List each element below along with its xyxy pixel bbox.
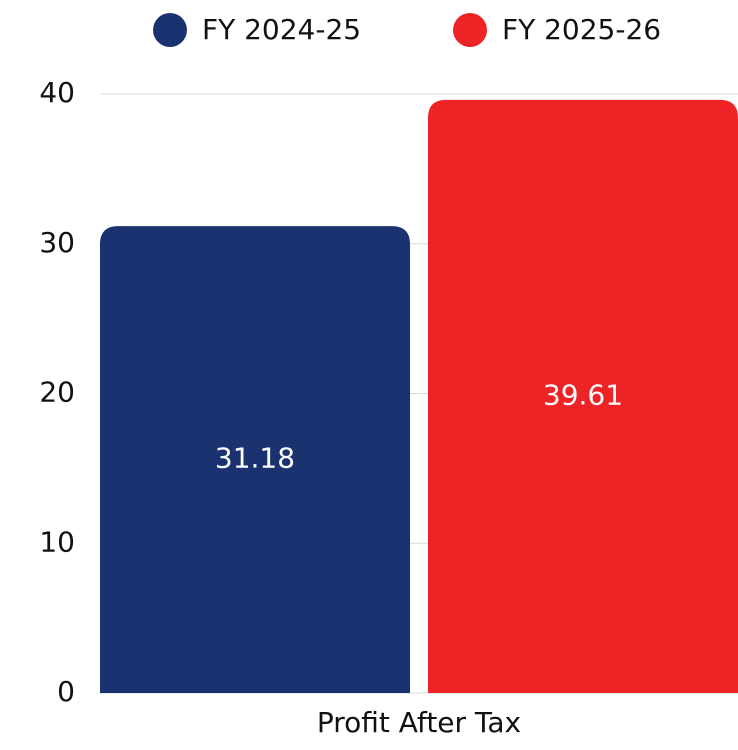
y-tick-label: 40 [39,76,75,109]
legend-swatch [153,13,187,47]
y-tick-label: 20 [39,376,75,409]
legend-swatch [453,13,487,47]
value-label: 31.18 [215,442,295,475]
bar [428,99,738,693]
bar [100,226,410,693]
value-label: 39.61 [543,378,623,411]
x-tick-label: Profit After Tax [317,706,521,739]
y-tick-label: 10 [39,525,75,558]
legend-label: FY 2025-26 [502,13,661,46]
y-tick-label: 30 [39,226,75,259]
y-tick-label: 0 [57,675,75,708]
legend-label: FY 2024-25 [202,13,361,46]
